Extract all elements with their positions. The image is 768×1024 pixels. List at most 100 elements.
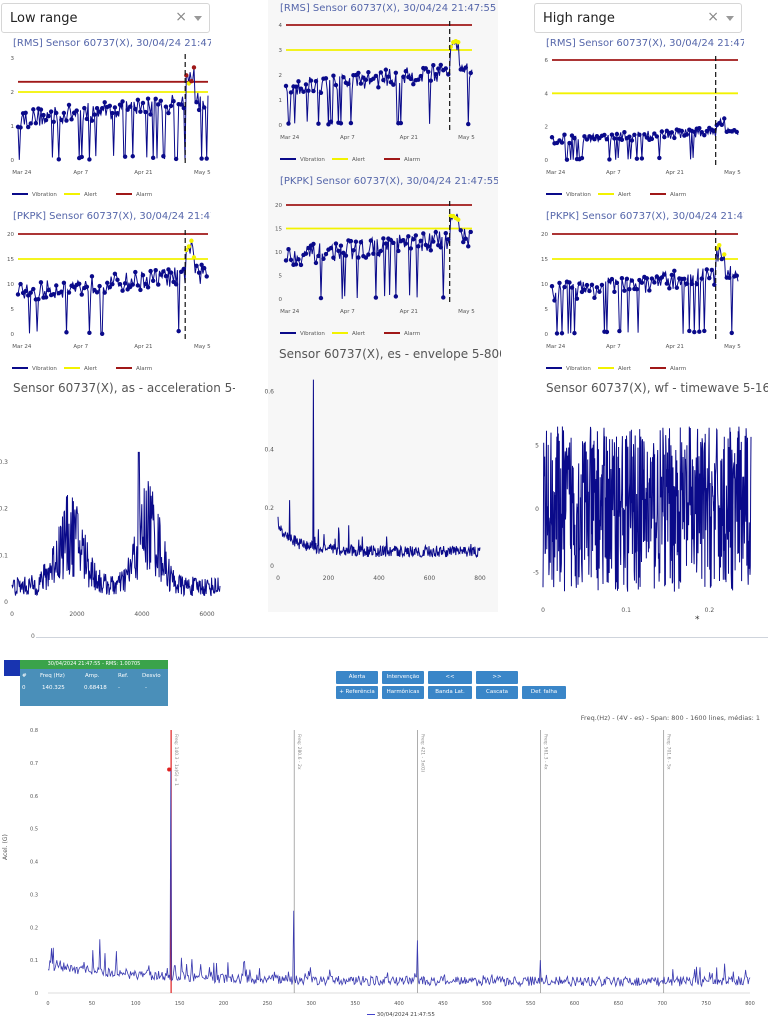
previous-button[interactable]: << xyxy=(428,671,472,684)
selection-handle[interactable] xyxy=(4,660,20,676)
vibration-line xyxy=(551,117,739,161)
vibration-point xyxy=(647,288,652,293)
chevron-down-icon[interactable] xyxy=(726,16,734,21)
vibration-point xyxy=(639,280,645,285)
vibration-point xyxy=(644,276,650,281)
fault-definition-button[interactable]: Def. falha xyxy=(522,686,566,699)
vibration-point xyxy=(562,132,567,137)
waterfall-button[interactable]: Cascata xyxy=(476,686,518,699)
vibration-point xyxy=(574,296,580,301)
x-tick-label: May 5 xyxy=(458,309,475,315)
vibration-point xyxy=(687,328,692,334)
vibration-point xyxy=(166,110,171,116)
x-tick-label: May 5 xyxy=(194,344,211,350)
vibration-point xyxy=(617,328,622,334)
vibration-point xyxy=(393,294,399,299)
vibration-point xyxy=(456,39,461,45)
vibration-point xyxy=(559,140,565,145)
x-tick-label: Apr 21 xyxy=(666,344,684,350)
vibration-point xyxy=(77,281,82,286)
high-range-select[interactable]: High range × xyxy=(534,3,742,33)
spectrum-chart xyxy=(277,379,481,559)
vibration-point xyxy=(97,109,102,114)
vibration-point xyxy=(66,102,72,108)
legend-label-alert: Alert xyxy=(352,331,366,337)
sidebands-button[interactable]: Banda Lat. xyxy=(428,686,472,699)
vibration-point xyxy=(122,281,128,286)
vibration-point xyxy=(702,132,707,138)
vibration-point xyxy=(143,109,148,115)
harmonic-label: Freq: 561.3 - 4x xyxy=(543,734,549,770)
vibration-point xyxy=(428,78,434,83)
intervention-button[interactable]: Intervenção xyxy=(382,671,424,684)
vibration-point xyxy=(313,78,319,84)
vibration-point xyxy=(346,81,351,87)
vibration-point xyxy=(619,137,625,143)
vibration-point xyxy=(69,117,74,122)
vibration-point xyxy=(587,288,592,294)
vibration-point xyxy=(311,241,316,247)
x-tick-label: 750 xyxy=(701,1001,711,1007)
next-button[interactable]: >> xyxy=(476,671,518,684)
clear-icon[interactable]: × xyxy=(175,9,187,25)
y-tick-label: 0 xyxy=(4,599,8,606)
col-index: # xyxy=(22,673,27,679)
vibration-point xyxy=(135,283,141,288)
x-tick-label: Apr 21 xyxy=(134,344,152,350)
vibration-point xyxy=(46,287,51,293)
trend-chart xyxy=(546,230,739,369)
vibration-point xyxy=(634,156,640,161)
vibration-point xyxy=(376,85,381,90)
vibration-point xyxy=(318,295,324,301)
vibration-point xyxy=(107,285,113,290)
vibration-point xyxy=(373,295,379,300)
vibration-point xyxy=(381,236,386,241)
vibration-point xyxy=(353,239,359,244)
vibration-point xyxy=(171,99,176,104)
chevron-down-icon[interactable] xyxy=(194,16,202,21)
vibration-point xyxy=(366,70,371,75)
y-tick-label: 2 xyxy=(545,125,549,131)
vibration-point xyxy=(303,251,309,256)
vibration-point xyxy=(674,285,680,290)
vibration-point xyxy=(18,125,23,130)
vibration-point xyxy=(288,90,294,95)
vibration-point xyxy=(64,118,69,123)
vibration-point xyxy=(612,136,617,141)
add-reference-button[interactable]: + Referência xyxy=(336,686,378,699)
vibration-point xyxy=(145,285,151,290)
vibration-point xyxy=(97,283,102,289)
harmonics-button[interactable]: Harmônicas xyxy=(382,686,424,699)
vibration-point xyxy=(331,73,336,78)
vibration-point xyxy=(592,136,597,142)
vibration-point xyxy=(592,295,597,301)
vibration-point xyxy=(383,67,389,72)
vibration-point xyxy=(321,256,326,262)
vibration-point xyxy=(130,154,135,159)
vibration-point xyxy=(56,157,62,162)
vibration-point xyxy=(333,241,339,246)
x-tick-label: Apr 21 xyxy=(400,135,418,141)
vibration-point xyxy=(584,137,590,142)
spectrum-slider[interactable] xyxy=(36,637,768,638)
vibration-point xyxy=(196,270,202,275)
vibration-point xyxy=(582,134,587,139)
vibration-point xyxy=(156,102,161,107)
vibration-point xyxy=(549,283,555,289)
vibration-point xyxy=(148,268,153,274)
main-chart-legend: 30/04/2024 21:47:55 xyxy=(367,1012,435,1018)
trend-title-high-pkpk: [PKPK] Sensor 60737(X), 30/04/24 21:47:5… xyxy=(546,211,744,222)
alert-button[interactable]: Alerta xyxy=(336,671,378,684)
vibration-point xyxy=(163,273,169,279)
vibration-point xyxy=(649,136,655,142)
y-tick-label: 20 xyxy=(275,203,282,209)
vibration-point xyxy=(401,74,406,79)
low-range-select[interactable]: Low range × xyxy=(1,3,210,33)
vibration-point xyxy=(161,269,166,274)
vibration-point xyxy=(719,256,724,262)
vibration-point xyxy=(604,329,610,335)
x-tick-label: Mar 24 xyxy=(12,170,32,176)
vibration-point xyxy=(622,288,627,293)
x-tick-label: Apr 7 xyxy=(73,344,88,350)
clear-icon[interactable]: × xyxy=(707,9,719,25)
